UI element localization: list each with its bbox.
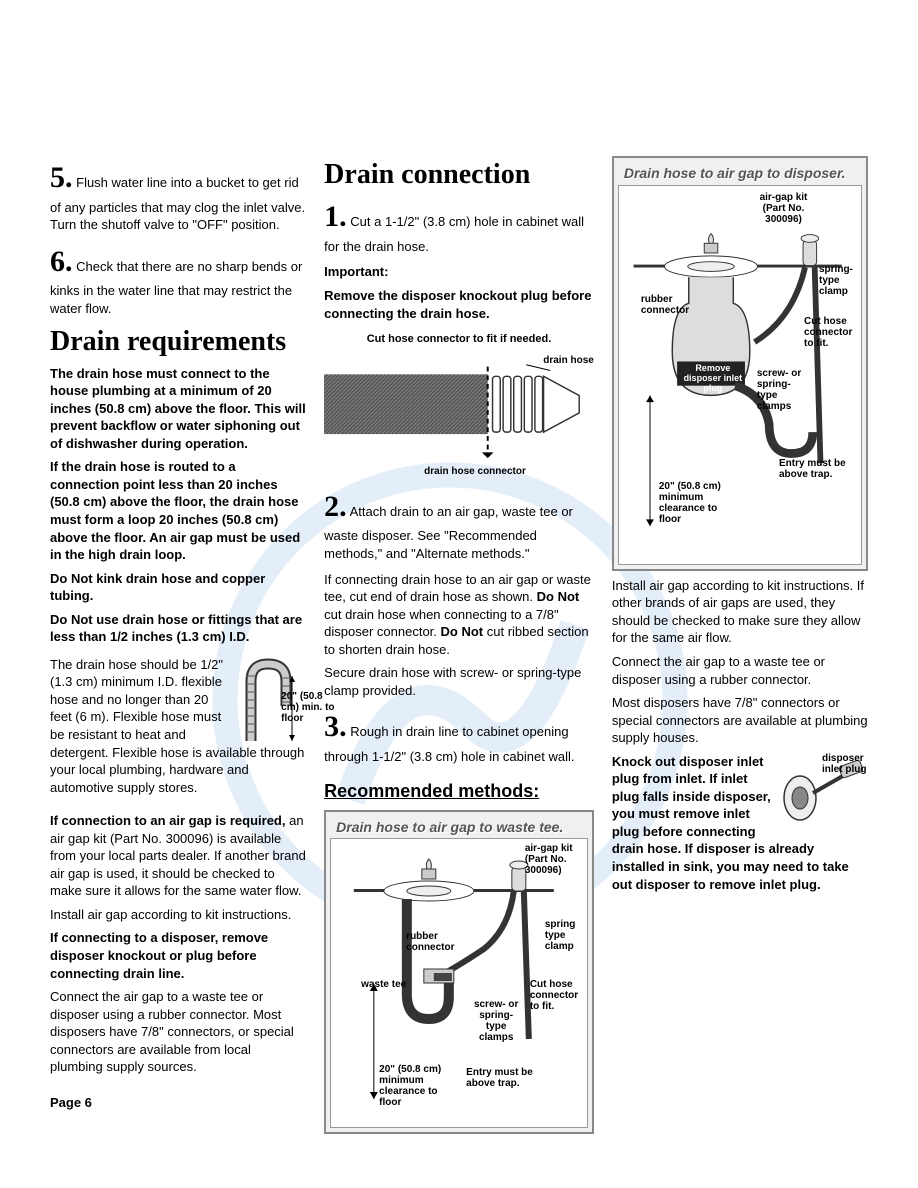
c3-p2: Connect the air gap to a waste tee or di… — [612, 653, 868, 688]
important-text: Remove the disposer knockout plug before… — [324, 287, 594, 322]
disposer-inlet-illustration: disposer inlet plug — [778, 753, 868, 833]
diagram-disposer-body: air-gap kit (Part No. 300096) spring-typ… — [618, 185, 862, 565]
d1-entry: Entry must be above trap. — [466, 1067, 556, 1089]
dc-2e: Do Not — [441, 624, 484, 639]
d1-airgap: air-gap kit (Part No. 300096) — [525, 843, 585, 876]
dc-step-3-text: Rough in drain line to cabinet opening t… — [324, 724, 574, 764]
disposer-inlet-label: disposer inlet plug — [822, 753, 872, 775]
step-5: 5. Flush water line into a bucket to get… — [50, 158, 306, 234]
dc-step-2g: Secure drain hose with screw- or spring-… — [324, 664, 594, 699]
column-middle: Drain connection 1. Cut a 1-1/2" (3.8 cm… — [324, 150, 594, 1140]
hose-connector-diagram: drain hose drain hose connector — [324, 355, 594, 475]
diagram-waste-tee-title: Drain hose to air gap to waste tee. — [330, 816, 588, 839]
dc-step-2-detail: If connecting drain hose to an air gap o… — [324, 571, 594, 659]
dc-step-1: 1. Cut a 1-1/2" (3.8 cm) hole in cabinet… — [324, 197, 594, 255]
step-6-text: Check that there are no sharp bends or k… — [50, 259, 302, 316]
dc-step-1-text: Cut a 1-1/2" (3.8 cm) hole in cabinet wa… — [324, 214, 584, 254]
d1-cuthose: Cut hose connector to fit. — [530, 979, 585, 1012]
heading-drain-requirements: Drain requirements — [50, 327, 306, 356]
drain-hose-connector-label: drain hose connector — [424, 466, 526, 477]
step-6: 6. Check that there are no sharp bends o… — [50, 242, 306, 318]
recommended-methods-heading: Recommended methods: — [324, 779, 594, 803]
d1-wastetee: waste tee — [361, 979, 406, 990]
heading-drain-connection: Drain connection — [324, 160, 594, 189]
drain-req-p2: If the drain hose is routed to a connect… — [50, 458, 306, 563]
air-gap-req-bold: If connection to an air gap is required, — [50, 813, 285, 828]
diagram-waste-tee: Drain hose to air gap to waste tee. — [324, 810, 594, 1135]
d2-screwspring: screw- or spring-type clamps — [757, 368, 807, 412]
dc-2c: Do Not — [537, 589, 580, 604]
d1-screwspring: screw- or spring-type clamps — [471, 999, 521, 1043]
d2-clearance: 20" (50.8 cm) minimum clearance to floor — [659, 481, 729, 525]
dc-step-2a: Attach drain to an air gap, waste tee or… — [324, 504, 573, 561]
important-label: Important: — [324, 263, 594, 281]
hose-spec-block: 20" (50.8 cm) min. to floor The drain ho… — [50, 656, 306, 802]
drain-req-p4: Do Not use drain hose or fittings that a… — [50, 611, 306, 646]
column-right: Drain hose to air gap to disposer. — [612, 150, 868, 1140]
dc-step-3: 3. Rough in drain line to cabinet openin… — [324, 707, 594, 765]
drain-hose-label: drain hose — [543, 355, 594, 366]
d2-airgap: air-gap kit (Part No. 300096) — [751, 192, 816, 225]
diagram-disposer: Drain hose to air gap to disposer. — [612, 156, 868, 571]
drain-req-p1: The drain hose must connect to the house… — [50, 365, 306, 453]
c3-p1: Install air gap according to kit instruc… — [612, 577, 868, 647]
d2-rubber: rubber connector — [641, 294, 696, 316]
install-air-gap: Install air gap according to kit instruc… — [50, 906, 306, 924]
d1-spring: spring type clamp — [545, 919, 585, 952]
page-number: Page 6 — [50, 1094, 306, 1112]
connect-air-gap: Connect the air gap to a waste tee or di… — [50, 988, 306, 1076]
dc-step-2: 2. Attach drain to an air gap, waste tee… — [324, 487, 594, 563]
d2-cuthose: Cut hose connector to fit. — [804, 316, 859, 349]
drain-req-p3: Do Not kink drain hose and copper tubing… — [50, 570, 306, 605]
d2-entry: Entry must be above trap. — [779, 458, 859, 480]
hose-min-label: 20" (50.8 cm) min. to floor — [281, 691, 341, 724]
air-gap-req: If connection to an air gap is required,… — [50, 812, 306, 900]
knockout-block: disposer inlet plug Knock out disposer i… — [612, 753, 868, 899]
column-left: 5. Flush water line into a bucket to get… — [50, 150, 306, 1140]
c3-p3: Most disposers have 7/8" connectors or s… — [612, 694, 868, 747]
d2-removeplug: Remove disposer inlet plug — [680, 364, 746, 394]
diagram-disposer-title: Drain hose to air gap to disposer. — [618, 162, 862, 185]
step-5-text: Flush water line into a bucket to get ri… — [50, 175, 305, 232]
d2-springclamp: spring-type clamp — [819, 264, 859, 297]
diagram-waste-tee-body: air-gap kit (Part No. 300096) rubber con… — [330, 838, 588, 1128]
d1-rubber: rubber connector — [406, 931, 461, 953]
hose-u-illustration: 20" (50.8 cm) min. to floor — [236, 656, 306, 736]
d1-clearance: 20" (50.8 cm) minimum clearance to floor — [379, 1064, 459, 1108]
cut-hose-caption: Cut hose connector to fit if needed. — [324, 332, 594, 347]
disposer-knockout: If connecting to a disposer, remove disp… — [50, 929, 306, 982]
